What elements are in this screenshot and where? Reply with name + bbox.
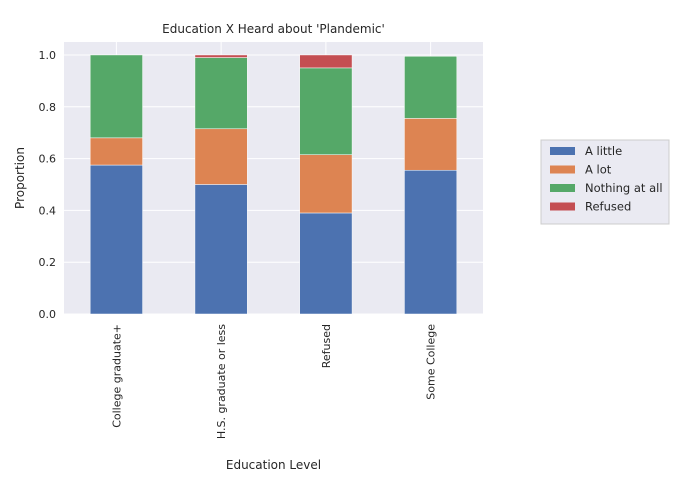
legend-label: A lot — [585, 163, 612, 177]
y-tick-label: 0.8 — [39, 101, 57, 114]
x-axis-ticks: College graduate+ H.S. graduate or less Re… — [110, 324, 437, 439]
chart-title: Education X Heard about 'Plandemic' — [162, 22, 385, 36]
bar-segment-refused — [194, 54, 248, 58]
bar-segment-a-lot — [404, 118, 458, 171]
y-tick-label: 1.0 — [39, 49, 57, 62]
bar-segment-nothing-at-all — [404, 55, 458, 119]
bars-group — [89, 54, 458, 315]
bar-segment-a-little — [89, 164, 143, 315]
y-axis-ticks: 0.0 0.2 0.4 0.6 0.8 1.0 — [39, 49, 57, 321]
bar-segment-nothing-at-all — [299, 67, 353, 155]
x-tick-label: Refused — [320, 324, 333, 368]
bar-segment-a-little — [194, 184, 248, 315]
y-tick-label: 0.2 — [39, 256, 57, 269]
bar-segment-nothing-at-all — [194, 57, 248, 130]
bar-segment-refused — [299, 54, 353, 69]
legend-swatch — [550, 147, 575, 155]
x-tick-label: Some College — [425, 324, 438, 400]
legend-swatch — [550, 202, 575, 211]
bar-segment-a-lot — [194, 128, 248, 185]
x-tick-label: H.S. graduate or less — [215, 324, 228, 439]
legend-swatch — [550, 184, 575, 192]
bar-segment-a-little — [404, 169, 458, 315]
legend-label: A little — [585, 144, 622, 158]
legend-label: Nothing at all — [585, 181, 663, 195]
legend-label: Refused — [585, 200, 631, 214]
y-tick-label: 0.0 — [39, 308, 57, 321]
y-tick-label: 0.6 — [39, 153, 57, 166]
bar-segment-a-little — [299, 212, 353, 315]
bar-segment-a-lot — [299, 154, 353, 214]
x-axis-label: Education Level — [226, 458, 321, 472]
bar-segment-a-lot — [89, 137, 143, 166]
y-axis-label: Proportion — [13, 147, 27, 209]
x-tick-label: College graduate+ — [110, 324, 123, 428]
y-tick-label: 0.4 — [39, 204, 57, 217]
legend: A little A lot Nothing at all Refused — [540, 139, 670, 225]
bar-segment-nothing-at-all — [89, 54, 143, 139]
legend-swatch — [550, 165, 575, 174]
